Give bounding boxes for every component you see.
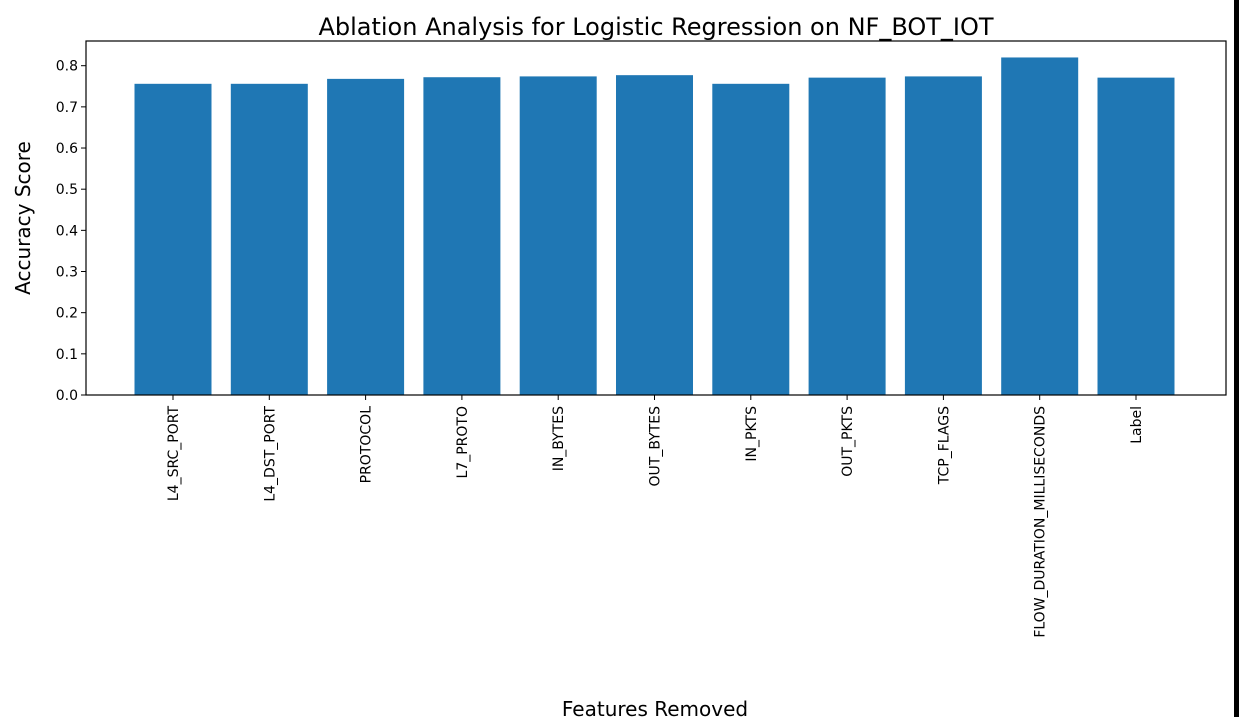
- x-tick-label: L4_DST_PORT: [262, 406, 278, 502]
- y-tick-label: 0.5: [56, 182, 78, 198]
- bars: [134, 57, 1175, 396]
- x-tick-label: OUT_PKTS: [840, 406, 856, 477]
- y-tick-label: 0.0: [56, 388, 78, 404]
- plot-frame: [85, 40, 1227, 396]
- x-tick-label: PROTOCOL: [359, 406, 375, 484]
- bar-l4-dst-port: [230, 83, 308, 396]
- bar-label: [1097, 77, 1175, 395]
- y-axis-ticks: 0.0 0.1 0.2 0.3 0.4 0.5 0.6 0.7 0.8: [56, 59, 86, 404]
- y-tick-label: 0.3: [56, 265, 78, 281]
- y-tick-label: 0.2: [56, 306, 78, 322]
- x-tick-label: L4_SRC_PORT: [166, 406, 182, 502]
- bar-tcp-flags: [904, 76, 982, 396]
- x-tick-label: L7_PROTO: [455, 406, 471, 478]
- x-axis-label: Features Removed: [562, 697, 748, 717]
- bar-flow-duration-milliseconds: [1001, 57, 1079, 395]
- x-tick-label: TCP_FLAGS: [936, 406, 952, 485]
- x-tick-label: FLOW_DURATION_MILLISECONDS: [1033, 406, 1049, 638]
- window-edge: [1234, 0, 1239, 717]
- x-axis-ticks: L4_SRC_PORT L4_DST_PORT PROTOCOL L7_PROTO IN…: [166, 395, 1145, 638]
- bar-l4-src-port: [134, 83, 212, 396]
- x-tick-label: IN_PKTS: [744, 406, 760, 462]
- bar-out-pkts: [808, 77, 886, 395]
- y-tick-label: 0.8: [56, 59, 78, 75]
- bar-out-bytes: [616, 75, 693, 396]
- y-axis-label: Accuracy Score: [11, 141, 35, 295]
- y-tick-label: 0.6: [56, 141, 78, 157]
- y-tick-label: 0.1: [56, 347, 78, 363]
- bar-l7-proto: [423, 77, 501, 395]
- bar-in-pkts: [712, 83, 790, 396]
- bar-protocol: [327, 78, 405, 396]
- y-tick-label: 0.7: [56, 100, 78, 116]
- x-tick-label: IN_BYTES: [551, 406, 567, 471]
- bar-in-bytes: [519, 76, 597, 396]
- chart-title: Ablation Analysis for Logistic Regressio…: [318, 13, 993, 41]
- y-tick-label: 0.4: [56, 223, 78, 239]
- x-tick-label: Label: [1129, 406, 1145, 444]
- x-tick-label: OUT_BYTES: [648, 406, 664, 487]
